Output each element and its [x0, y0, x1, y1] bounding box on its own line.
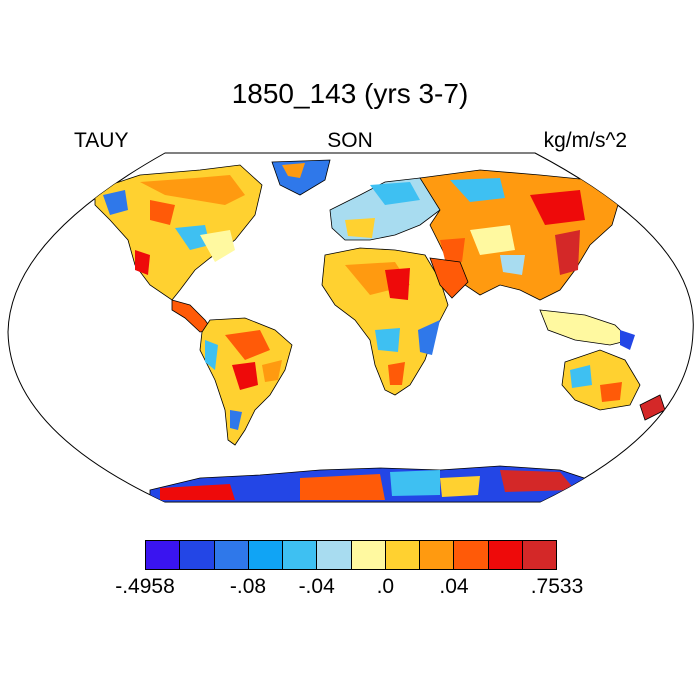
- colorbar-tick-label: .0: [376, 575, 395, 598]
- colorbar-tick-label: -.04: [298, 575, 335, 598]
- colorbar-swatch: [317, 541, 352, 569]
- colorbar-swatch: [420, 541, 455, 569]
- map-title: 1850_143 (yrs 3-7): [231, 78, 469, 109]
- colorbar-swatch: [214, 541, 249, 569]
- season-label: SON: [327, 129, 373, 152]
- colorbar-tick-label: .7533: [530, 575, 584, 598]
- colorbar-swatch: [488, 541, 523, 569]
- variable-label: TAUY: [74, 129, 129, 152]
- colorbar-swatch: [283, 541, 318, 569]
- arabia: [429, 257, 469, 299]
- colorbar-swatch: [180, 541, 215, 569]
- colorbar-tick-label: -.4958: [115, 575, 175, 598]
- colorbar-tick-label: -.08: [229, 575, 267, 598]
- colorbar-swatch: [522, 541, 556, 569]
- colorbar-tick-label: .04: [439, 575, 469, 598]
- colorbar: [145, 540, 557, 570]
- colorbar-tick-labels: -.4958 -.08 -.04 .0 .04 .7533: [0, 575, 700, 605]
- colorbar-swatch: [385, 541, 420, 569]
- land-field: [94, 159, 666, 502]
- colorbar-swatch: [351, 541, 386, 569]
- colorbar-swatch: [146, 541, 181, 569]
- units-label: kg/m/s^2: [543, 129, 627, 152]
- africa: [321, 247, 449, 396]
- colorbar-swatch: [454, 541, 489, 569]
- colorbar-swatch: [248, 541, 283, 569]
